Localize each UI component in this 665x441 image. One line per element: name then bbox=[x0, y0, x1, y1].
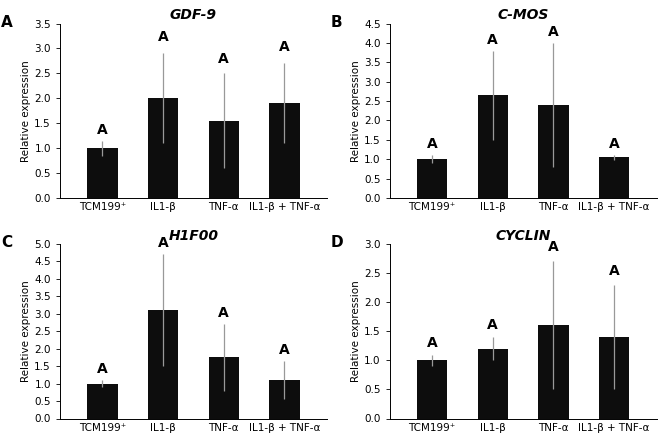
Bar bbox=[209, 121, 239, 198]
Bar bbox=[87, 148, 118, 198]
Title: C-MOS: C-MOS bbox=[497, 8, 549, 22]
Bar bbox=[538, 325, 569, 419]
Bar bbox=[269, 103, 300, 198]
Bar bbox=[417, 159, 448, 198]
Text: A: A bbox=[608, 264, 620, 278]
Text: A: A bbox=[97, 123, 108, 137]
Text: C: C bbox=[1, 235, 12, 250]
Text: A: A bbox=[279, 344, 290, 357]
Bar bbox=[148, 310, 178, 419]
Text: A: A bbox=[158, 236, 168, 250]
Text: B: B bbox=[331, 15, 342, 30]
Title: H1F00: H1F00 bbox=[168, 229, 218, 243]
Text: A: A bbox=[279, 41, 290, 54]
Bar bbox=[477, 349, 508, 419]
Y-axis label: Relative expression: Relative expression bbox=[21, 280, 31, 382]
Bar bbox=[599, 337, 629, 419]
Text: A: A bbox=[158, 30, 168, 45]
Text: A: A bbox=[548, 240, 559, 254]
Text: A: A bbox=[218, 52, 229, 66]
Text: A: A bbox=[427, 336, 438, 350]
Text: D: D bbox=[331, 235, 343, 250]
Bar bbox=[477, 95, 508, 198]
Bar bbox=[87, 384, 118, 419]
Text: A: A bbox=[218, 306, 229, 320]
Text: A: A bbox=[487, 318, 498, 333]
Title: CYCLIN: CYCLIN bbox=[495, 229, 551, 243]
Bar bbox=[538, 105, 569, 198]
Bar bbox=[417, 360, 448, 419]
Y-axis label: Relative expression: Relative expression bbox=[21, 60, 31, 161]
Text: A: A bbox=[97, 362, 108, 376]
Bar bbox=[599, 157, 629, 198]
Text: A: A bbox=[608, 137, 620, 151]
Title: GDF-9: GDF-9 bbox=[170, 8, 217, 22]
Text: A: A bbox=[427, 137, 438, 151]
Text: A: A bbox=[1, 15, 13, 30]
Bar bbox=[148, 98, 178, 198]
Text: A: A bbox=[487, 33, 498, 47]
Bar bbox=[269, 380, 300, 419]
Bar bbox=[209, 357, 239, 419]
Y-axis label: Relative expression: Relative expression bbox=[351, 280, 361, 382]
Text: A: A bbox=[548, 25, 559, 39]
Y-axis label: Relative expression: Relative expression bbox=[351, 60, 361, 161]
